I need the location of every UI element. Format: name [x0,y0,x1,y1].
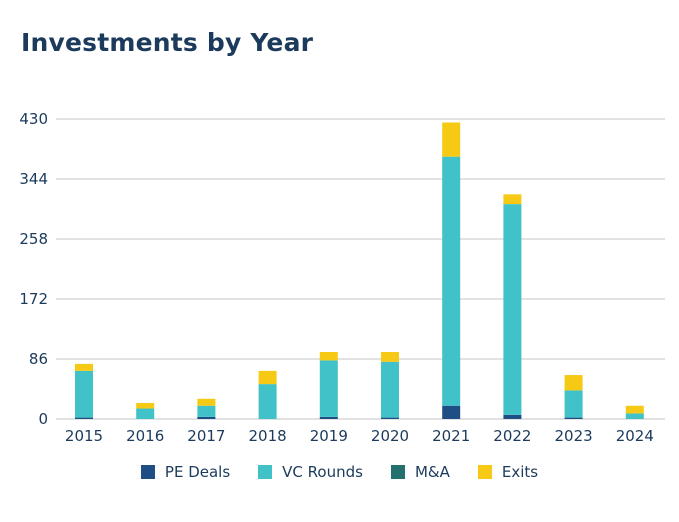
bar-vc-rounds-2016 [136,408,155,419]
legend: PE Deals VC Rounds M&A Exits [0,463,679,481]
legend-swatch [140,465,155,479]
x-tick-label: 2015 [65,427,103,445]
stacked-bar-chart: 0 86 172 258 344 430 2015 2016 2017 2018 2019 2020… [19,110,665,445]
x-tick-label: 2018 [249,427,287,445]
bar-pe-deals-2017 [197,416,216,419]
x-tick-label: 2024 [616,427,654,445]
bar-exits-2016 [136,402,155,409]
y-tick-label: 86 [29,350,48,368]
legend-swatch [390,465,405,479]
bar-pe-deals-2022 [503,414,522,419]
bar-exits-2022 [503,194,522,205]
bar-pe-deals-2019 [319,416,338,419]
x-tick-label: 2023 [555,427,593,445]
bar-pe-deals-2020 [381,417,399,419]
bar-exits-2023 [564,375,583,391]
legend-swatch [477,465,492,479]
legend-item[interactable]: Exits [477,463,539,481]
legend-label: PE Deals [164,463,231,481]
legend-label: M&A [414,463,450,481]
y-tick-label: 0 [38,410,48,428]
legend-item[interactable]: PE Deals [140,463,231,481]
bar-vc-rounds-2018 [258,384,277,419]
x-tick-label: 2021 [432,427,470,445]
x-tick-label: 2020 [371,427,409,445]
bar-exits-2020 [381,352,399,362]
bar-exits-2024 [625,405,644,414]
legend-item[interactable]: VC Rounds [258,463,363,481]
bar-exits-2015 [75,363,93,371]
x-tick-label: 2019 [310,427,348,445]
legend-swatch [258,465,273,479]
bar-vc-rounds-2020 [381,361,399,418]
y-tick-label: 258 [19,230,48,248]
y-tick-label: 430 [19,110,48,128]
bar-exits-2021 [442,122,461,157]
bar-vc-rounds-2015 [75,370,93,418]
x-tick-label: 2022 [493,427,531,445]
bar-exits-2018 [258,370,277,385]
bar-vc-rounds-2023 [564,390,583,418]
bar-vc-rounds-2024 [625,413,644,419]
bar-pe-deals-2021 [442,405,461,419]
bar-pe-deals-2015 [75,417,93,419]
gridlines [56,118,665,420]
bar-vc-rounds-2021 [442,156,461,406]
x-tick-label: 2016 [126,427,164,445]
bar-exits-2017 [197,398,216,406]
bar-exits-2019 [319,352,338,361]
legend-item[interactable]: M&A [390,463,450,481]
y-tick-label: 344 [19,170,48,188]
y-axis-ticks: 0 86 172 258 344 430 [19,110,48,428]
bars [75,122,644,419]
bar-vc-rounds-2017 [197,405,216,417]
bar-vc-rounds-2022 [503,204,522,415]
x-axis-ticks: 2015 2016 2017 2018 2019 2020 2021 2022 2023 2024 [65,427,654,445]
y-tick-label: 172 [19,290,48,308]
bar-pe-deals-2023 [564,417,583,419]
chart-title: Investments by Year [21,28,314,57]
legend-label: Exits [501,463,539,481]
x-tick-label: 2017 [187,427,225,445]
legend-label: VC Rounds [282,463,363,481]
bar-vc-rounds-2019 [319,360,338,417]
